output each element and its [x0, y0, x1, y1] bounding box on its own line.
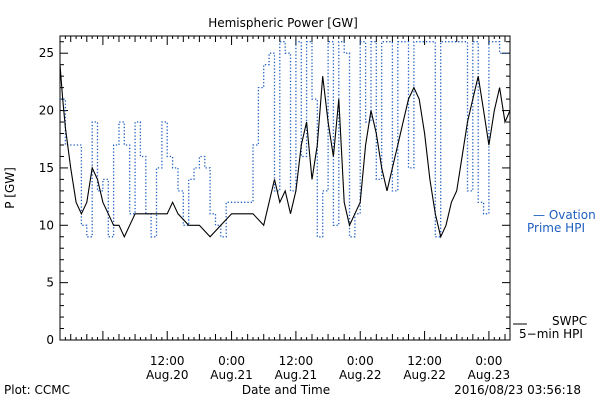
series-layer [60, 41, 510, 239]
footer-plot-credit: Plot: CCMC [4, 383, 70, 397]
x-axis: 12:00Aug.200:00Aug.2112:00Aug.210:00Aug.… [59, 36, 511, 382]
x-axis-label: Date and Time [242, 383, 330, 397]
legend-swpc-line1: SWPC [552, 314, 587, 328]
x-tick-label-date: Aug.20 [146, 368, 189, 382]
footer-timestamp: 2016/08/23 03:56:18 [454, 383, 581, 397]
x-tick-label-date: Aug.21 [275, 368, 318, 382]
y-tick-label: 20 [39, 104, 54, 118]
y-axis: 0 5 10 15 20 25 [39, 41, 510, 347]
x-tick-label-date: Aug.21 [210, 368, 253, 382]
x-tick-label-time: 0:00 [218, 354, 245, 368]
x-tick-label-date: Aug.23 [468, 368, 511, 382]
x-tick-label-time: 12:00 [407, 354, 442, 368]
y-tick-label: 5 [46, 276, 54, 290]
legend-ovation: — Ovation Prime HPI [527, 208, 596, 235]
chart-title: Hemispheric Power [GW] [208, 16, 358, 30]
x-tick-label-date: Aug.22 [339, 368, 382, 382]
x-tick-label-time: 0:00 [347, 354, 374, 368]
x-tick-label-time: 12:00 [150, 354, 185, 368]
legend-swpc: SWPC 5−min HPI [513, 314, 587, 341]
x-tick-label-date: Aug.22 [403, 368, 446, 382]
x-tick-label-time: 0:00 [475, 354, 502, 368]
y-tick-label: 0 [46, 333, 54, 347]
y-tick-label: 10 [39, 218, 54, 232]
x-tick-label-time: 12:00 [279, 354, 314, 368]
y-axis-label: P [GW] [3, 167, 17, 209]
y-tick-label: 15 [39, 161, 54, 175]
y-tick-label: 25 [39, 46, 54, 60]
plot-frame [59, 35, 511, 341]
series-line-ovation-prime [60, 41, 510, 238]
legend-ovation-line2: Prime HPI [527, 221, 585, 235]
legend-swpc-line2: 5−min HPI [519, 327, 583, 341]
legend-ovation-line1: — Ovation [533, 208, 596, 222]
series-line-swpc [60, 64, 510, 239]
